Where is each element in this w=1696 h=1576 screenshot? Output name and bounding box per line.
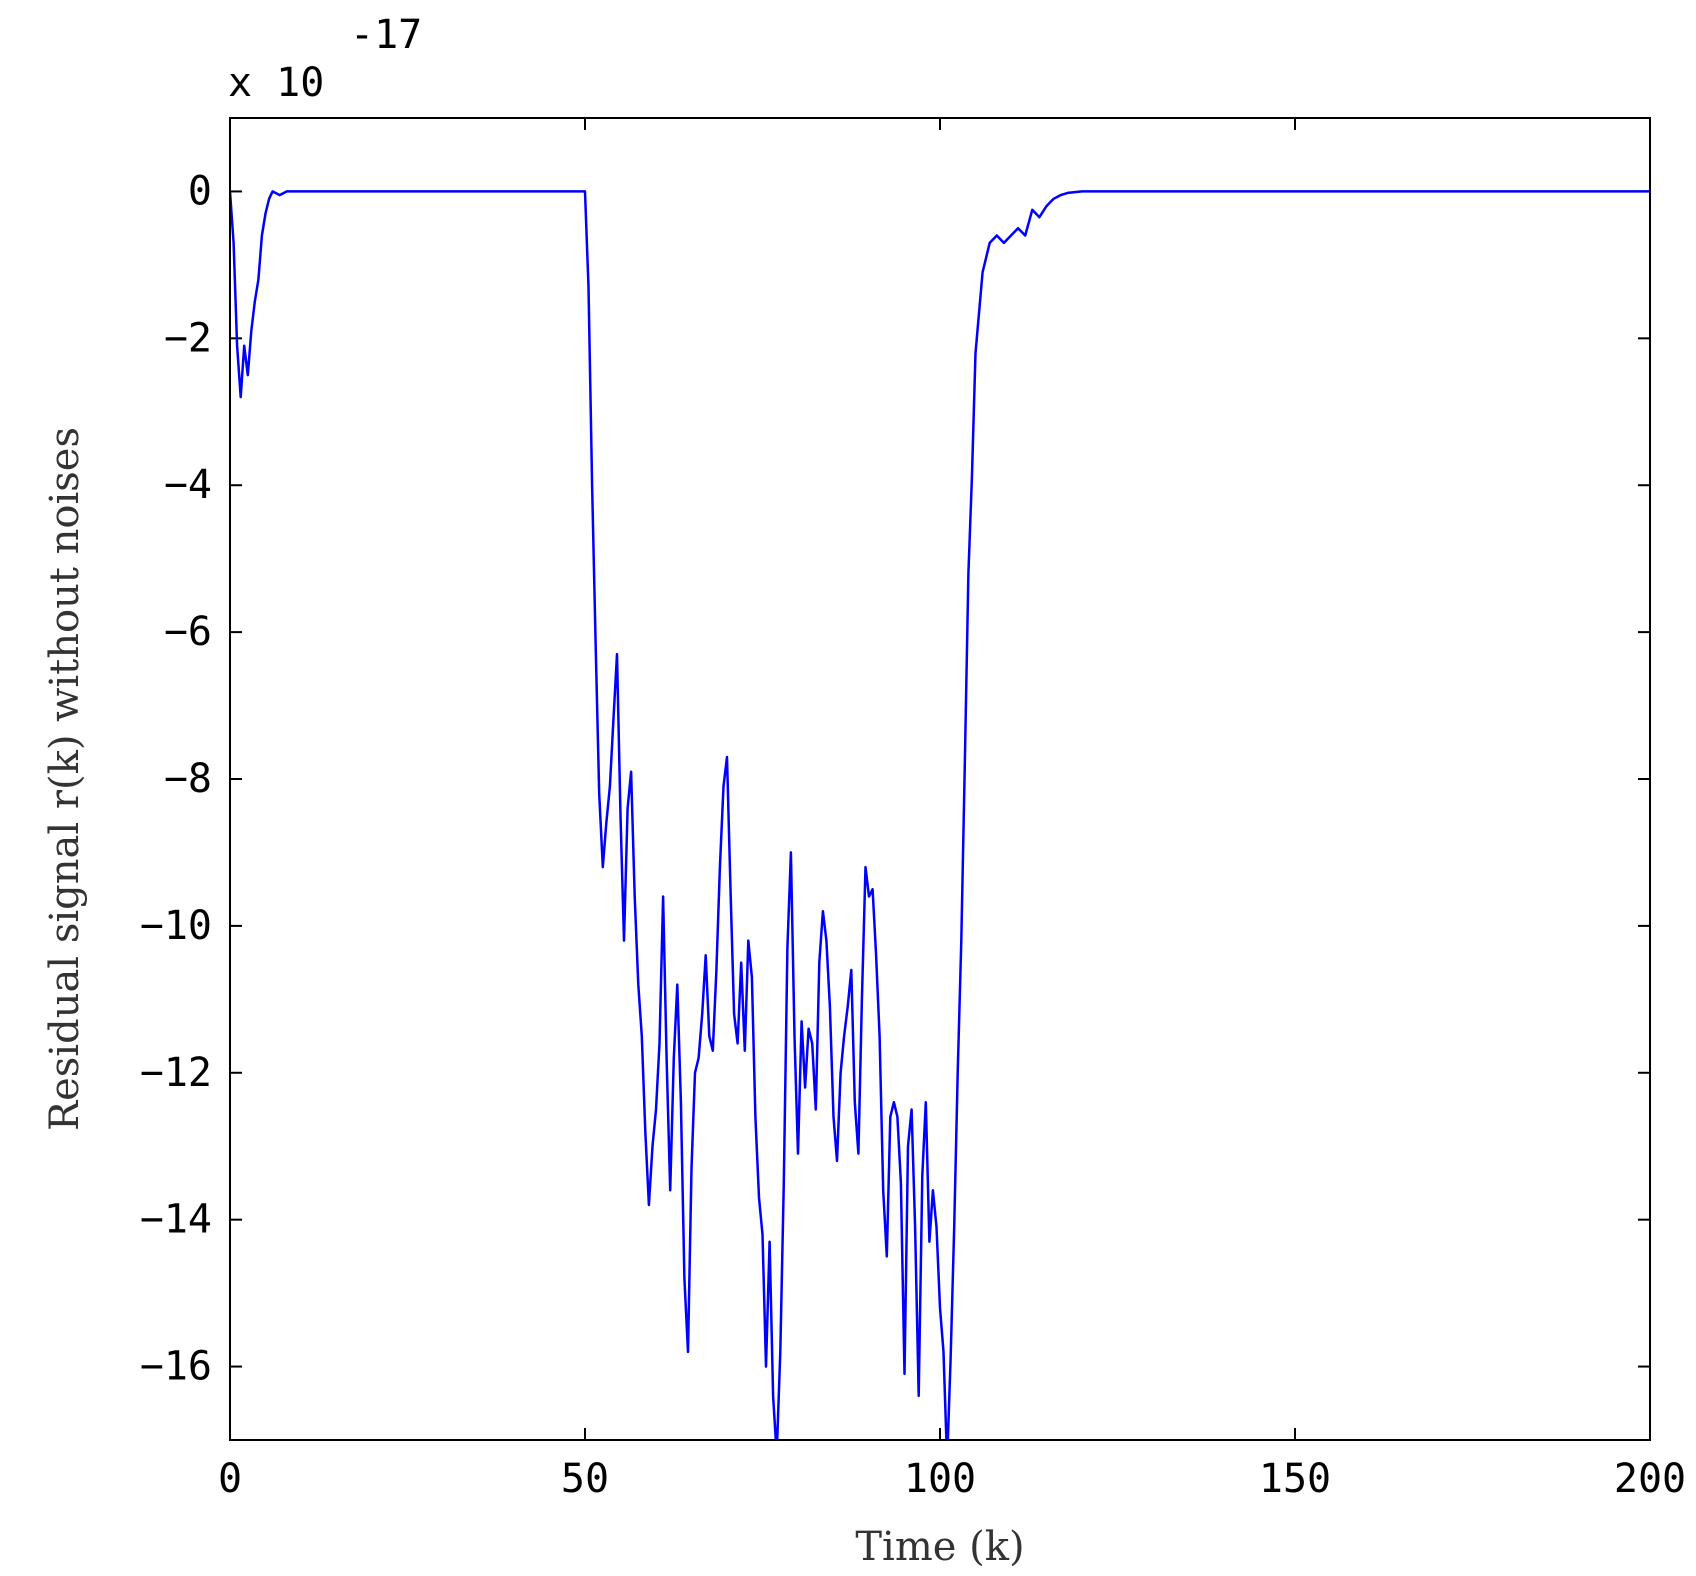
x-tick-label: 200: [1614, 1456, 1686, 1502]
x-tick-label: 0: [218, 1456, 242, 1502]
y-tick-label: −2: [164, 315, 212, 361]
y-tick-label: −10: [140, 903, 212, 949]
x-tick-label: 150: [1259, 1456, 1331, 1502]
y-tick-label: −4: [164, 462, 212, 508]
y-tick-label: 0: [188, 168, 212, 214]
x-tick-label: 50: [561, 1456, 609, 1502]
x-tick-label: 100: [904, 1456, 976, 1502]
y-exponent-power: -17: [350, 12, 422, 58]
y-axis-title: Residual signal r(k) without noises: [42, 427, 88, 1131]
y-tick-label: −12: [140, 1050, 212, 1096]
y-exponent-base: x 10: [228, 60, 324, 106]
y-tick-label: −14: [140, 1197, 212, 1243]
plot-layer: [230, 190, 1650, 1440]
tick-layer: 0 50 100 150 200 0 −2 −4 −6 −8 −10 −12 −14 −16: [140, 118, 1686, 1502]
plot-frame: [229, 117, 1651, 1441]
series-line-0: [230, 190, 1650, 1440]
y-tick-label: −16: [140, 1344, 212, 1390]
y-tick-label: −6: [164, 609, 212, 655]
x-axis-title: Time (k): [855, 1524, 1024, 1570]
y-tick-label: −8: [164, 756, 212, 802]
